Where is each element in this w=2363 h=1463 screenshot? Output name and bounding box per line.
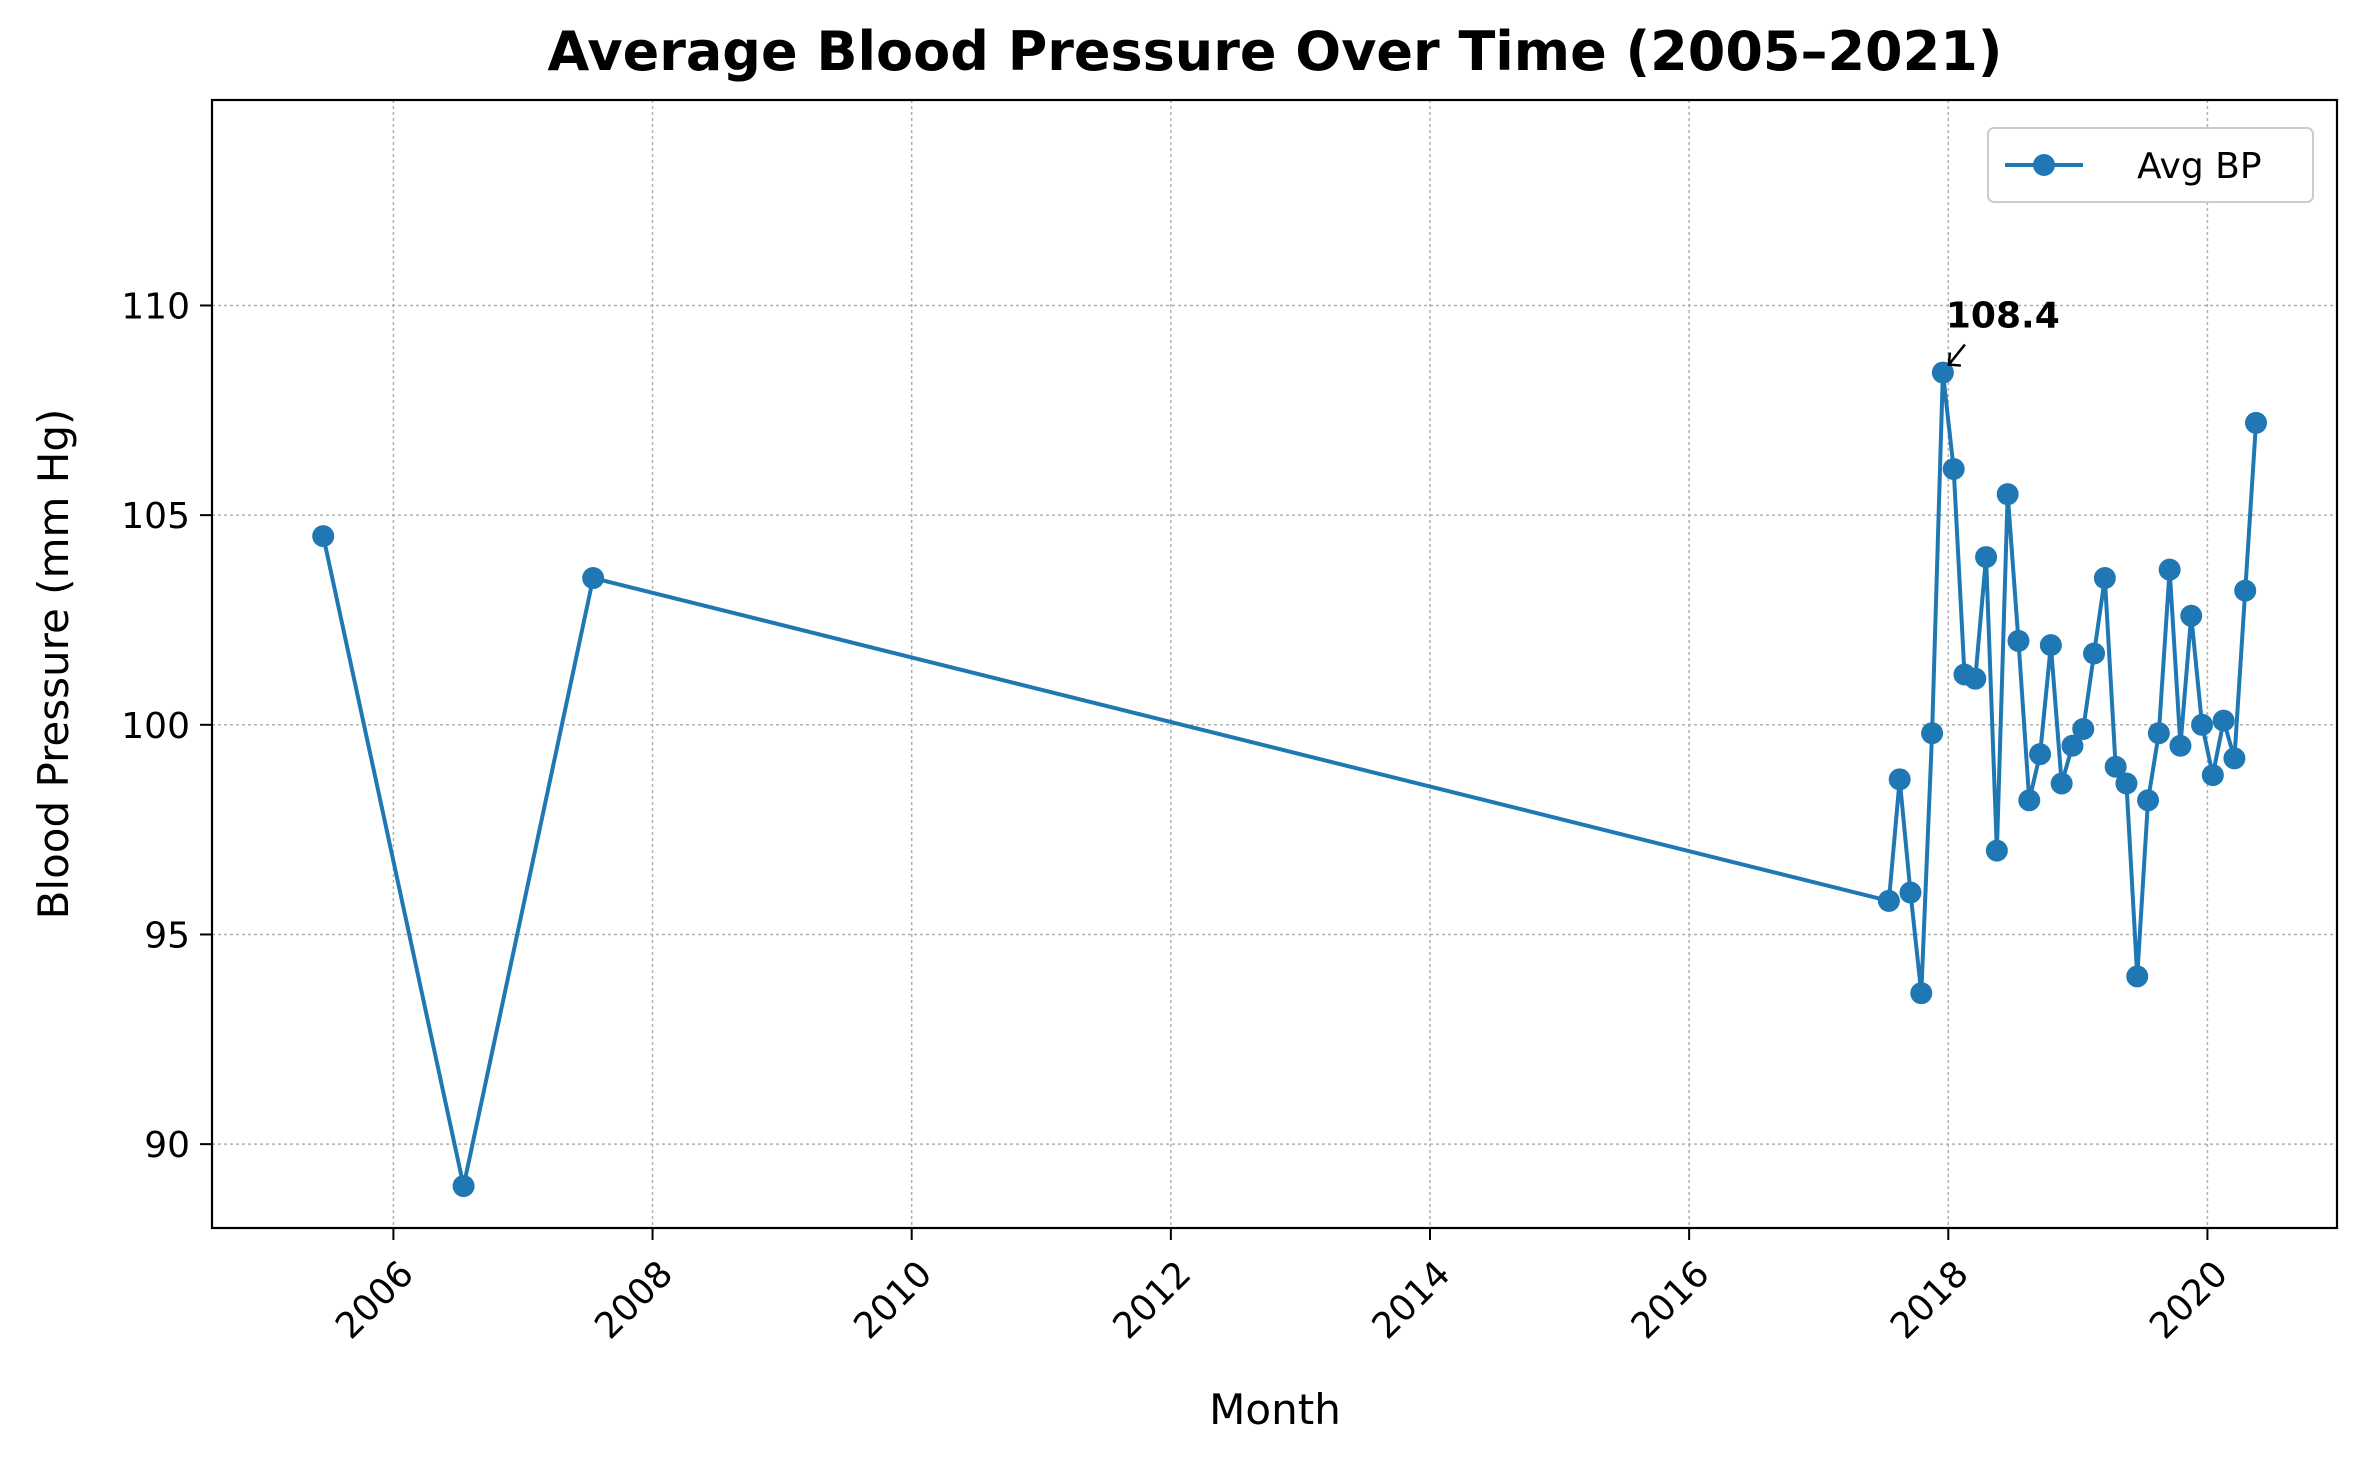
- x-tick-label: 2020: [2142, 1253, 2236, 1347]
- data-point: [2158, 558, 2181, 581]
- data-point: [2061, 734, 2084, 757]
- data-point: [2083, 642, 2106, 665]
- data-point: [312, 525, 335, 548]
- legend-marker-swatch: [2033, 154, 2055, 176]
- x-tick-label: 2018: [1883, 1253, 1977, 1347]
- grid-lines: [212, 100, 2337, 1228]
- data-point: [2201, 764, 2224, 787]
- data-point: [2169, 734, 2192, 757]
- data-point: [582, 567, 605, 590]
- y-tick-label: 110: [121, 286, 190, 327]
- data-point: [2007, 629, 2030, 652]
- chart-title: Average Blood Pressure Over Time (2005–2…: [548, 20, 2003, 83]
- data-point: [2180, 604, 2203, 627]
- data-point: [1975, 546, 1998, 569]
- y-tick-label: 105: [121, 496, 190, 537]
- x-tick-label: 2012: [1106, 1253, 1200, 1347]
- data-point: [1964, 667, 1987, 690]
- series-avg-bp: [312, 361, 2268, 1198]
- x-tick-label: 2016: [1624, 1253, 1718, 1347]
- x-tick-label: 2008: [587, 1253, 681, 1347]
- data-point: [2093, 567, 2116, 590]
- data-point: [1942, 458, 1965, 481]
- data-point: [1985, 839, 2008, 862]
- data-point: [2072, 717, 2095, 740]
- data-point: [2126, 965, 2149, 988]
- data-point: [2137, 789, 2160, 812]
- series-line-avg-bp: [321, 370, 2259, 1189]
- annotation-arrow: [1947, 343, 1966, 366]
- data-point: [2223, 747, 2246, 770]
- y-tick-label: 90: [144, 1125, 190, 1166]
- data-point: [1899, 881, 1922, 904]
- x-tick-label: 2014: [1365, 1253, 1459, 1347]
- legend-box: [1987, 127, 2314, 203]
- data-point: [2039, 634, 2062, 657]
- x-tick-label: 2010: [846, 1253, 940, 1347]
- peak-annotation-label: 108.4: [1946, 296, 2060, 337]
- data-point: [2191, 713, 2214, 736]
- data-point: [1921, 722, 1944, 745]
- axes: 2006 2008 2010 2012 2014 2016 2018 2020 90 95 100 1…: [121, 286, 2236, 1347]
- y-tick-label: 95: [144, 915, 190, 956]
- data-point: [2147, 722, 2170, 745]
- data-point: [1910, 982, 1933, 1005]
- data-point: [2245, 411, 2268, 434]
- data-point: [1877, 889, 1900, 912]
- data-point: [452, 1175, 475, 1198]
- annotation-arrowhead: [1947, 352, 1961, 367]
- x-tick-label: 2006: [328, 1253, 422, 1347]
- data-point: [2104, 755, 2127, 778]
- data-point: [2050, 772, 2073, 795]
- legend: Avg BP: [1987, 127, 2314, 203]
- data-point: [1931, 361, 1954, 384]
- legend-label-avg-bp: Avg BP: [2137, 146, 2262, 187]
- data-point: [1888, 768, 1911, 791]
- annotations: 108.4: [1946, 296, 2060, 367]
- data-point: [2018, 789, 2041, 812]
- plot-frame: [210, 98, 2339, 1230]
- y-tick-label: 100: [121, 706, 190, 747]
- data-point: [2234, 579, 2257, 602]
- y-axis-label: Blood Pressure (mm Hg): [29, 409, 78, 920]
- data-point: [1996, 483, 2019, 506]
- data-point: [2212, 709, 2235, 732]
- data-point: [2029, 743, 2052, 766]
- data-point: [2115, 772, 2138, 795]
- x-axis-label: Month: [1209, 1385, 1341, 1434]
